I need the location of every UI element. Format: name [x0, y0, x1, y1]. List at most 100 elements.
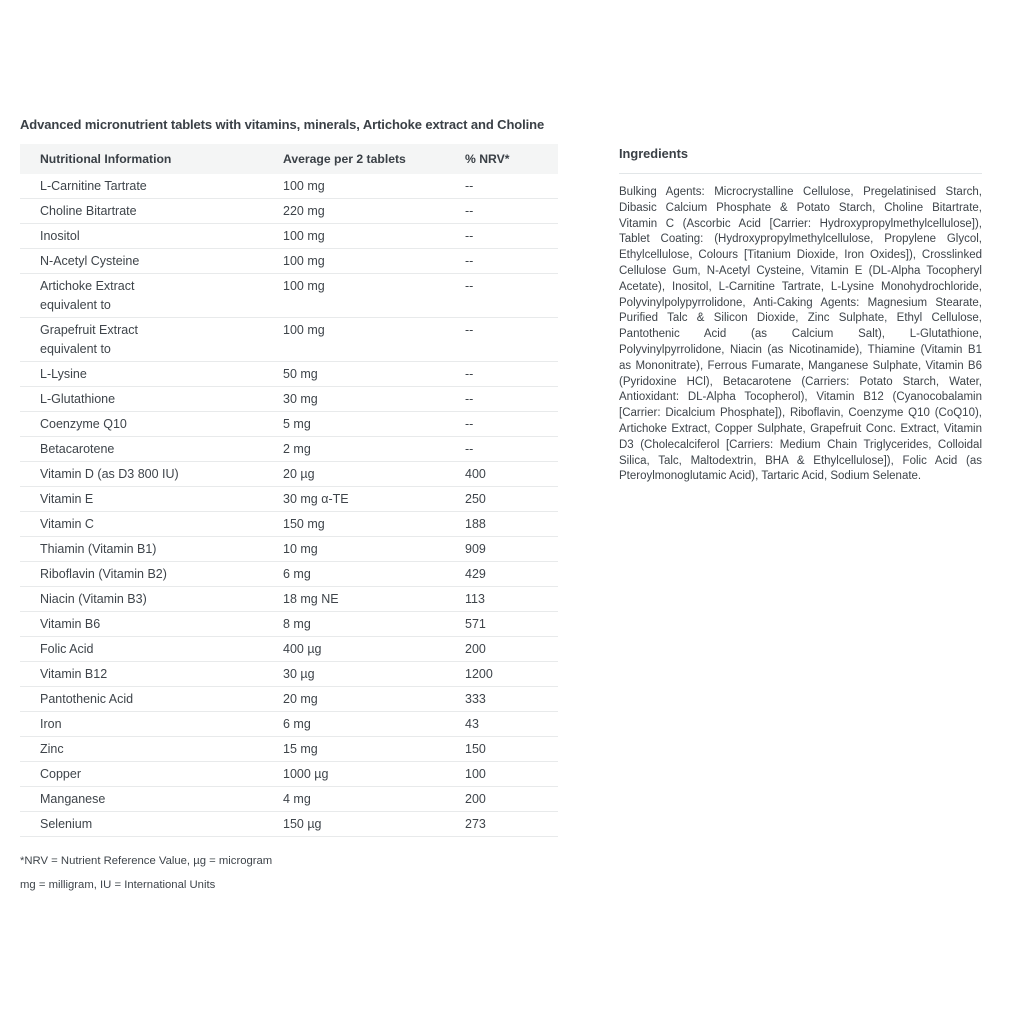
table-row: Folic Acid 400 µg 200 [20, 636, 558, 662]
amount-per-2-tablets: 150 µg [283, 811, 465, 837]
ingredients-heading: Ingredients [619, 146, 688, 161]
ingredients-text: Bulking Agents: Microcrystalline Cellulo… [619, 186, 982, 483]
amount-per-2-tablets: 18 mg NE [283, 586, 465, 612]
table-row: Copper 1000 µg 100 [20, 761, 558, 787]
amount-per-2-tablets: 4 mg [283, 786, 465, 812]
nrv-percent-value: 188 [465, 511, 558, 537]
amount-per-2-tablets: 30 µg [283, 661, 465, 687]
nutrient-name: Selenium [20, 811, 283, 837]
nutrient-name: Vitamin B6 [20, 611, 283, 637]
nutrient-name: Thiamin (Vitamin B1) [20, 536, 283, 562]
nutrient-name: Choline Bitartrate [20, 198, 283, 224]
amount-per-2-tablets: 5 mg [283, 411, 465, 437]
nrv-percent-value: 250 [465, 486, 558, 512]
nrv-percent-value: 1200 [465, 661, 558, 687]
header-row: Nutritional Information Average per 2 ta… [20, 144, 558, 174]
nutrient-name: Manganese [20, 786, 283, 812]
table-row: Vitamin C 150 mg 188 [20, 511, 558, 537]
amount-per-2-tablets: 10 mg [283, 536, 465, 562]
nutrition-table-header: Nutritional Information Average per 2 ta… [20, 144, 558, 174]
table-row: N-Acetyl Cysteine 100 mg -- [20, 248, 558, 274]
table-row: L-Lysine 50 mg -- [20, 361, 558, 387]
page-title: Advanced micronutrient tablets with vita… [20, 117, 545, 132]
footnote-units-definition: mg = milligram, IU = International Units [20, 879, 216, 891]
col-header-nutritional-information: Nutritional Information [20, 144, 283, 174]
nutrient-name: L-Carnitine Tartrate [20, 174, 283, 199]
table-row: Vitamin B12 30 µg 1200 [20, 661, 558, 687]
nrv-percent-value: 200 [465, 786, 558, 812]
amount-per-2-tablets: 100 mg [283, 223, 465, 249]
table-row: Vitamin B6 8 mg 571 [20, 611, 558, 637]
amount-per-2-tablets: 100 mg [283, 174, 465, 199]
nrv-percent-value: -- [465, 174, 558, 199]
amount-per-2-tablets: 100 mg [283, 317, 465, 362]
amount-per-2-tablets: 30 mg [283, 386, 465, 412]
table-row: Grapefruit Extract equivalent to 100 mg -- [20, 317, 558, 362]
nrv-percent-value: 200 [465, 636, 558, 662]
nutrient-name: Riboflavin (Vitamin B2) [20, 561, 283, 587]
amount-per-2-tablets: 20 mg [283, 686, 465, 712]
nutrient-name: Folic Acid [20, 636, 283, 662]
nutrient-name: Pantothenic Acid [20, 686, 283, 712]
nutrient-name: Vitamin E [20, 486, 283, 512]
nrv-percent-value: -- [465, 248, 558, 274]
nutrient-name: L-Lysine [20, 361, 283, 387]
nrv-percent-value: 150 [465, 736, 558, 762]
nrv-percent-value: -- [465, 198, 558, 224]
amount-per-2-tablets: 15 mg [283, 736, 465, 762]
nrv-percent-value: 333 [465, 686, 558, 712]
amount-per-2-tablets: 220 mg [283, 198, 465, 224]
ingredients-divider [619, 173, 982, 174]
nrv-percent-value: -- [465, 317, 558, 362]
nutrient-name: Coenzyme Q10 [20, 411, 283, 437]
nrv-percent-value: -- [465, 436, 558, 462]
amount-per-2-tablets: 2 mg [283, 436, 465, 462]
table-row: Selenium 150 µg 273 [20, 811, 558, 837]
nrv-percent-value: -- [465, 411, 558, 437]
col-header-average-per-2-tablets: Average per 2 tablets [283, 144, 465, 174]
nrv-percent-value: 909 [465, 536, 558, 562]
nutrient-name: Vitamin B12 [20, 661, 283, 687]
table-row: L-Carnitine Tartrate 100 mg -- [20, 174, 558, 199]
amount-per-2-tablets: 1000 µg [283, 761, 465, 787]
nutrient-name: N-Acetyl Cysteine [20, 248, 283, 274]
nrv-percent-value: 273 [465, 811, 558, 837]
nrv-percent-value: 113 [465, 586, 558, 612]
nutrient-name: Vitamin D (as D3 800 IU) [20, 461, 283, 487]
nutrient-name: Vitamin C [20, 511, 283, 537]
nutrient-name: Iron [20, 711, 283, 737]
nutrient-name: Grapefruit Extract equivalent to [20, 317, 283, 362]
nutrient-name: Inositol [20, 223, 283, 249]
nutrient-name: L-Glutathione [20, 386, 283, 412]
nutrient-name: Zinc [20, 736, 283, 762]
table-row: Thiamin (Vitamin B1) 10 mg 909 [20, 536, 558, 562]
table-row: Vitamin D (as D3 800 IU) 20 µg 400 [20, 461, 558, 487]
table-row: Manganese 4 mg 200 [20, 786, 558, 812]
table-row: Riboflavin (Vitamin B2) 6 mg 429 [20, 561, 558, 587]
nrv-percent-value: 571 [465, 611, 558, 637]
col-header-nrv-percent: % NRV* [465, 144, 558, 174]
amount-per-2-tablets: 150 mg [283, 511, 465, 537]
nrv-percent-value: 100 [465, 761, 558, 787]
amount-per-2-tablets: 30 mg α-TE [283, 486, 465, 512]
nutrition-panel: Nutritional Information Average per 2 ta… [20, 144, 558, 892]
nutrient-name: Betacarotene [20, 436, 283, 462]
table-row: Coenzyme Q10 5 mg -- [20, 411, 558, 437]
nutrient-name: Copper [20, 761, 283, 787]
amount-per-2-tablets: 8 mg [283, 611, 465, 637]
table-row: Zinc 15 mg 150 [20, 736, 558, 762]
nrv-percent-value: 43 [465, 711, 558, 737]
nrv-percent-value: -- [465, 223, 558, 249]
nutrient-name: Niacin (Vitamin B3) [20, 586, 283, 612]
nrv-percent-value: -- [465, 361, 558, 387]
table-row: Choline Bitartrate 220 mg -- [20, 198, 558, 224]
nutrient-name: Artichoke Extract equivalent to [20, 273, 283, 318]
table-row: Artichoke Extract equivalent to 100 mg -- [20, 273, 558, 318]
amount-per-2-tablets: 100 mg [283, 273, 465, 318]
footnote-nrv-definition: *NRV = Nutrient Reference Value, µg = mi… [20, 855, 273, 867]
table-row: Betacarotene 2 mg -- [20, 436, 558, 462]
nutrition-table-body: L-Carnitine Tartrate 100 mg -- Choline Bita… [20, 174, 558, 837]
table-row: Iron 6 mg 43 [20, 711, 558, 737]
amount-per-2-tablets: 100 mg [283, 248, 465, 274]
amount-per-2-tablets: 20 µg [283, 461, 465, 487]
